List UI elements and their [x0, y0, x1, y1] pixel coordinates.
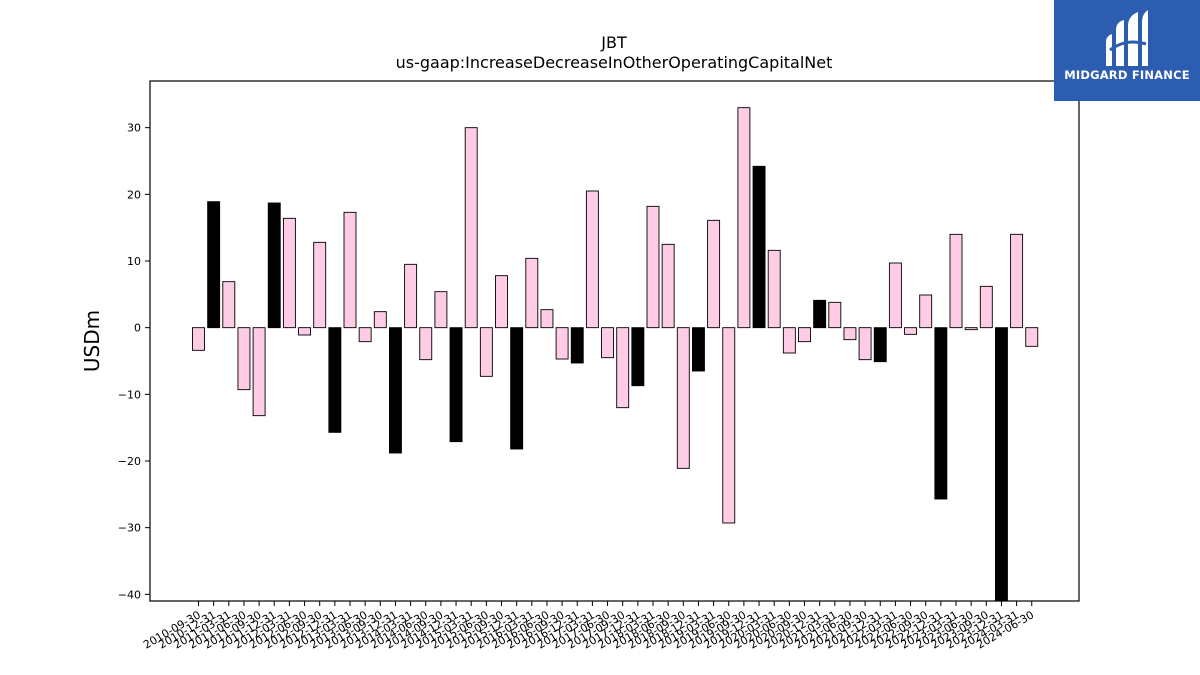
bar	[404, 263, 418, 329]
bar	[222, 281, 236, 329]
bar	[767, 249, 781, 329]
bar	[1025, 327, 1039, 347]
plot-frame	[149, 80, 1080, 602]
bar	[479, 327, 493, 377]
bar	[267, 202, 281, 329]
bar	[979, 285, 993, 329]
bar	[419, 327, 433, 361]
bar	[495, 275, 508, 329]
bar	[192, 327, 205, 351]
bar	[540, 309, 554, 329]
bar	[282, 217, 296, 329]
bar	[843, 327, 857, 341]
bar	[555, 327, 569, 360]
bar	[434, 291, 448, 329]
bar	[964, 327, 978, 331]
bar	[904, 327, 917, 335]
y-tick-label: −40	[118, 588, 141, 601]
bar	[358, 327, 372, 343]
bar	[207, 201, 221, 329]
y-tick-label: 30	[127, 122, 141, 135]
bar	[328, 327, 342, 433]
bar	[858, 327, 872, 361]
bar	[252, 327, 266, 417]
bar	[676, 327, 690, 469]
y-tick-label: −10	[118, 388, 141, 401]
bar	[737, 107, 751, 329]
midgard-finance-logo: MIDGARD FINANCE	[1054, 0, 1200, 101]
bar	[752, 165, 766, 329]
bar	[601, 327, 614, 359]
bar	[692, 327, 705, 372]
y-tick-label: 10	[127, 255, 141, 268]
bar	[888, 262, 902, 329]
x-axis: 2010-09-302010-12-312011-03-312011-06-30…	[141, 601, 1036, 652]
y-tick-label: 0	[134, 322, 141, 335]
bar	[313, 241, 327, 329]
bar	[995, 327, 1008, 602]
bar	[1010, 233, 1024, 329]
chart-subtitle: us-gaap:IncreaseDecreaseInOtherOperating…	[396, 53, 833, 72]
chart-title: JBT	[600, 33, 627, 52]
bar	[707, 219, 721, 329]
bar	[237, 327, 251, 391]
bar	[813, 299, 827, 329]
bar	[525, 257, 539, 329]
bar	[646, 205, 660, 329]
y-axis: −40 −30 −20 −10 0 10 20 30	[118, 122, 150, 601]
bar	[798, 327, 811, 343]
bar	[631, 327, 645, 387]
bar	[510, 327, 524, 450]
midgard-logo-icon	[1106, 10, 1148, 66]
bar	[949, 233, 963, 329]
bar	[343, 211, 357, 329]
brand-name: MIDGARD FINANCE	[1064, 68, 1190, 82]
bar	[570, 327, 584, 364]
bar	[934, 327, 948, 500]
bar	[616, 327, 630, 409]
y-tick-label: −20	[118, 455, 141, 468]
bar	[464, 127, 478, 329]
bar	[298, 327, 311, 336]
bar	[722, 327, 736, 524]
y-tick-label: 20	[127, 188, 141, 201]
y-tick-label: −30	[118, 522, 141, 535]
bar	[585, 190, 599, 329]
bar-series	[192, 107, 1039, 602]
bar	[389, 327, 402, 454]
bar	[661, 243, 675, 329]
bar	[919, 294, 933, 329]
bar	[828, 301, 842, 329]
y-axis-label: USDm	[80, 310, 104, 372]
bar	[373, 311, 387, 329]
bar	[449, 327, 463, 443]
bar	[873, 327, 887, 363]
bar	[782, 327, 796, 354]
